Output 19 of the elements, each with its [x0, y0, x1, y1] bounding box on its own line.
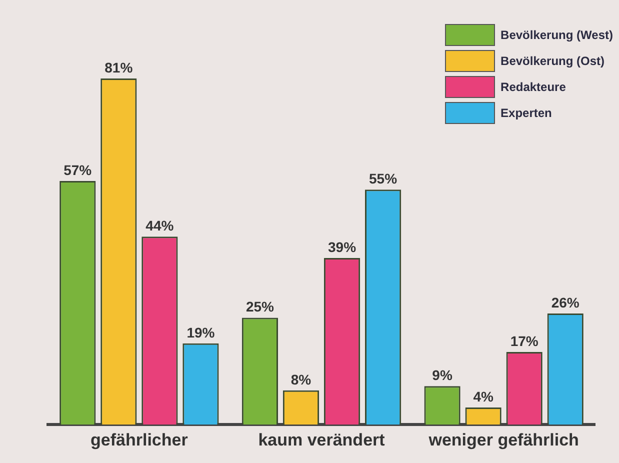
- data-label: 9%: [432, 367, 453, 383]
- data-label: 25%: [246, 298, 275, 315]
- data-label: 4%: [473, 388, 494, 404]
- data-label: 26%: [551, 294, 580, 310]
- data-label: 19%: [186, 324, 216, 340]
- x-tick-label: weniger gefährlich: [428, 430, 579, 450]
- legend-label: Bevölkerung (West): [500, 28, 613, 42]
- legend-label: Experten: [500, 106, 552, 120]
- x-tick-label: kaum verändert: [258, 430, 386, 450]
- data-label: 81%: [104, 59, 134, 76]
- data-label: 57%: [64, 162, 92, 178]
- data-label: 44%: [146, 217, 174, 234]
- x-tick-label: gefährlicher: [90, 430, 188, 450]
- legend-label: Redakteure: [500, 80, 566, 94]
- legend-label: Bevölkerung (Ost): [500, 54, 605, 68]
- data-label: 8%: [290, 371, 312, 388]
- data-label: 17%: [510, 332, 539, 349]
- data-label: 39%: [328, 238, 357, 255]
- data-label: 55%: [369, 170, 398, 186]
